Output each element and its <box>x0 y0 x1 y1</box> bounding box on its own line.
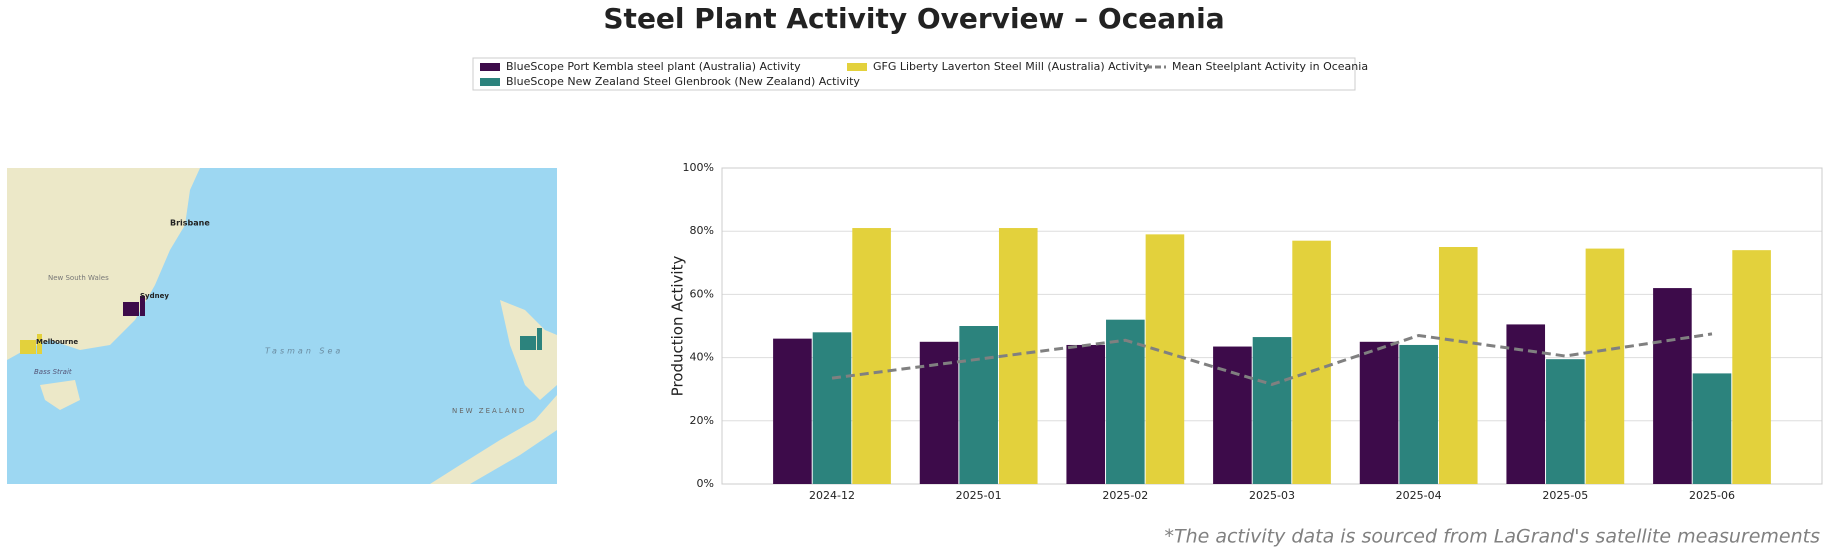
x-tick-label: 2025-05 <box>1542 489 1588 502</box>
bar <box>1732 250 1771 484</box>
bar <box>812 332 852 484</box>
bar <box>1692 373 1732 484</box>
bar <box>1438 247 1478 484</box>
bar <box>1066 344 1106 484</box>
legend-swatch <box>847 63 867 71</box>
y-tick-label: 80% <box>690 224 714 237</box>
bar <box>919 341 959 484</box>
map-label: Tasman Sea <box>265 347 343 356</box>
plant-icon <box>20 334 42 354</box>
bar <box>1653 288 1692 484</box>
mean-line <box>831 332 1713 387</box>
map-land <box>430 395 557 484</box>
bar <box>1585 248 1625 484</box>
legend-label: BlueScope New Zealand Steel Glenbrook (N… <box>506 75 860 88</box>
bar <box>1145 234 1185 484</box>
map-label: Melbourne <box>36 338 78 346</box>
x-tick-label: 2025-03 <box>1249 489 1295 502</box>
legend-label: GFG Liberty Laverton Steel Mill (Austral… <box>873 60 1150 73</box>
map-land <box>7 168 200 360</box>
bar <box>959 326 998 484</box>
bar <box>852 228 891 484</box>
legend-swatch <box>480 63 500 71</box>
bar <box>773 338 812 484</box>
plant-icon <box>520 328 542 350</box>
x-tick-label: 2025-06 <box>1689 489 1735 502</box>
map-label: New South Wales <box>48 274 109 282</box>
x-tick-label: 2025-02 <box>1102 489 1148 502</box>
bar <box>1106 319 1145 484</box>
y-tick-label: 0% <box>697 477 714 490</box>
legend-swatch <box>480 78 500 86</box>
plant-icon <box>123 296 145 316</box>
bar <box>1506 324 1546 484</box>
legend-label: Mean Steelplant Activity in Oceania <box>1172 60 1368 73</box>
chart-title: Steel Plant Activity Overview – Oceania <box>603 2 1224 35</box>
y-tick-label: 100% <box>683 161 714 174</box>
bar <box>1546 359 1585 484</box>
bar <box>1399 344 1438 484</box>
y-tick-label: 60% <box>690 287 714 300</box>
map-label: Brisbane <box>170 219 210 228</box>
x-tick-label: 2025-04 <box>1396 489 1442 502</box>
map-label: Sydney <box>140 292 169 300</box>
map-land <box>40 380 80 410</box>
footer: *The activity data is sourced from LaGra… <box>1164 526 1820 548</box>
bar <box>1292 240 1331 484</box>
y-tick-label: 20% <box>690 414 714 427</box>
bar <box>1252 337 1292 484</box>
legend-label: BlueScope Port Kembla steel plant (Austr… <box>506 60 801 73</box>
y-axis-label: Production Activity <box>669 256 687 397</box>
map-label: Bass Strait <box>34 368 72 376</box>
legend-box <box>472 57 1356 91</box>
x-tick-label: 2024-12 <box>809 489 855 502</box>
map-label: NEW ZEALAND <box>452 407 526 415</box>
map: Brisbane Sydney Melbourne Bass Strait Ne… <box>7 168 557 484</box>
y-tick-label: 40% <box>690 351 714 364</box>
bar <box>1359 341 1399 484</box>
x-tick-label: 2025-01 <box>956 489 1002 502</box>
